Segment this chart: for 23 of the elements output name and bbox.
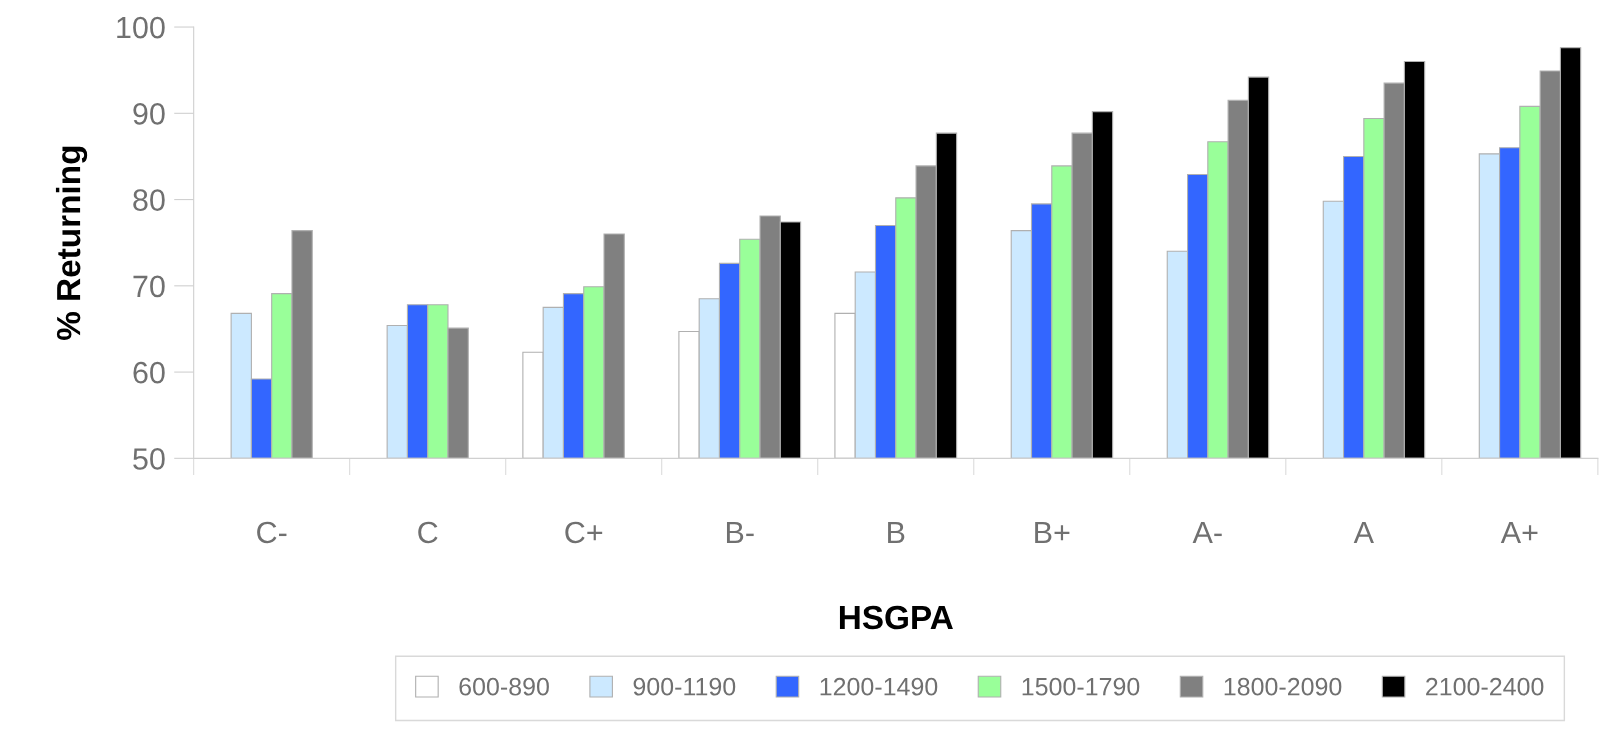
x-tick-label: A	[1353, 521, 1374, 543]
legend-label: 900-1190	[633, 677, 736, 696]
x-tick-label: C-	[257, 521, 287, 544]
y-tick-label: 80	[133, 189, 165, 211]
y-tick-label: 100	[117, 16, 165, 39]
y-axis-title: % Returning	[55, 146, 88, 340]
legend-label: 1500-1790	[1022, 677, 1140, 696]
legend-label: 600-890	[459, 677, 549, 696]
x-tick-label: C+	[565, 521, 603, 544]
legend-label: 1200-1490	[820, 677, 938, 696]
y-tick-label: 50	[133, 448, 165, 470]
x-tick-label: B	[888, 521, 905, 543]
x-axis-title: HSGPA	[839, 605, 953, 630]
y-tick-label: 60	[133, 361, 165, 384]
y-tick-label: 70	[133, 275, 165, 298]
legend-label: 1800-2090	[1224, 677, 1342, 696]
x-tick-label: C	[418, 521, 438, 544]
x-tick-label: B-	[726, 521, 754, 543]
y-tick-label: 90	[133, 103, 165, 125]
x-tick-label: B+	[1035, 521, 1070, 543]
legend-label: 2100-2400	[1426, 677, 1544, 696]
x-tick-label: A-	[1192, 521, 1222, 543]
x-tick-label: A+	[1500, 521, 1538, 543]
